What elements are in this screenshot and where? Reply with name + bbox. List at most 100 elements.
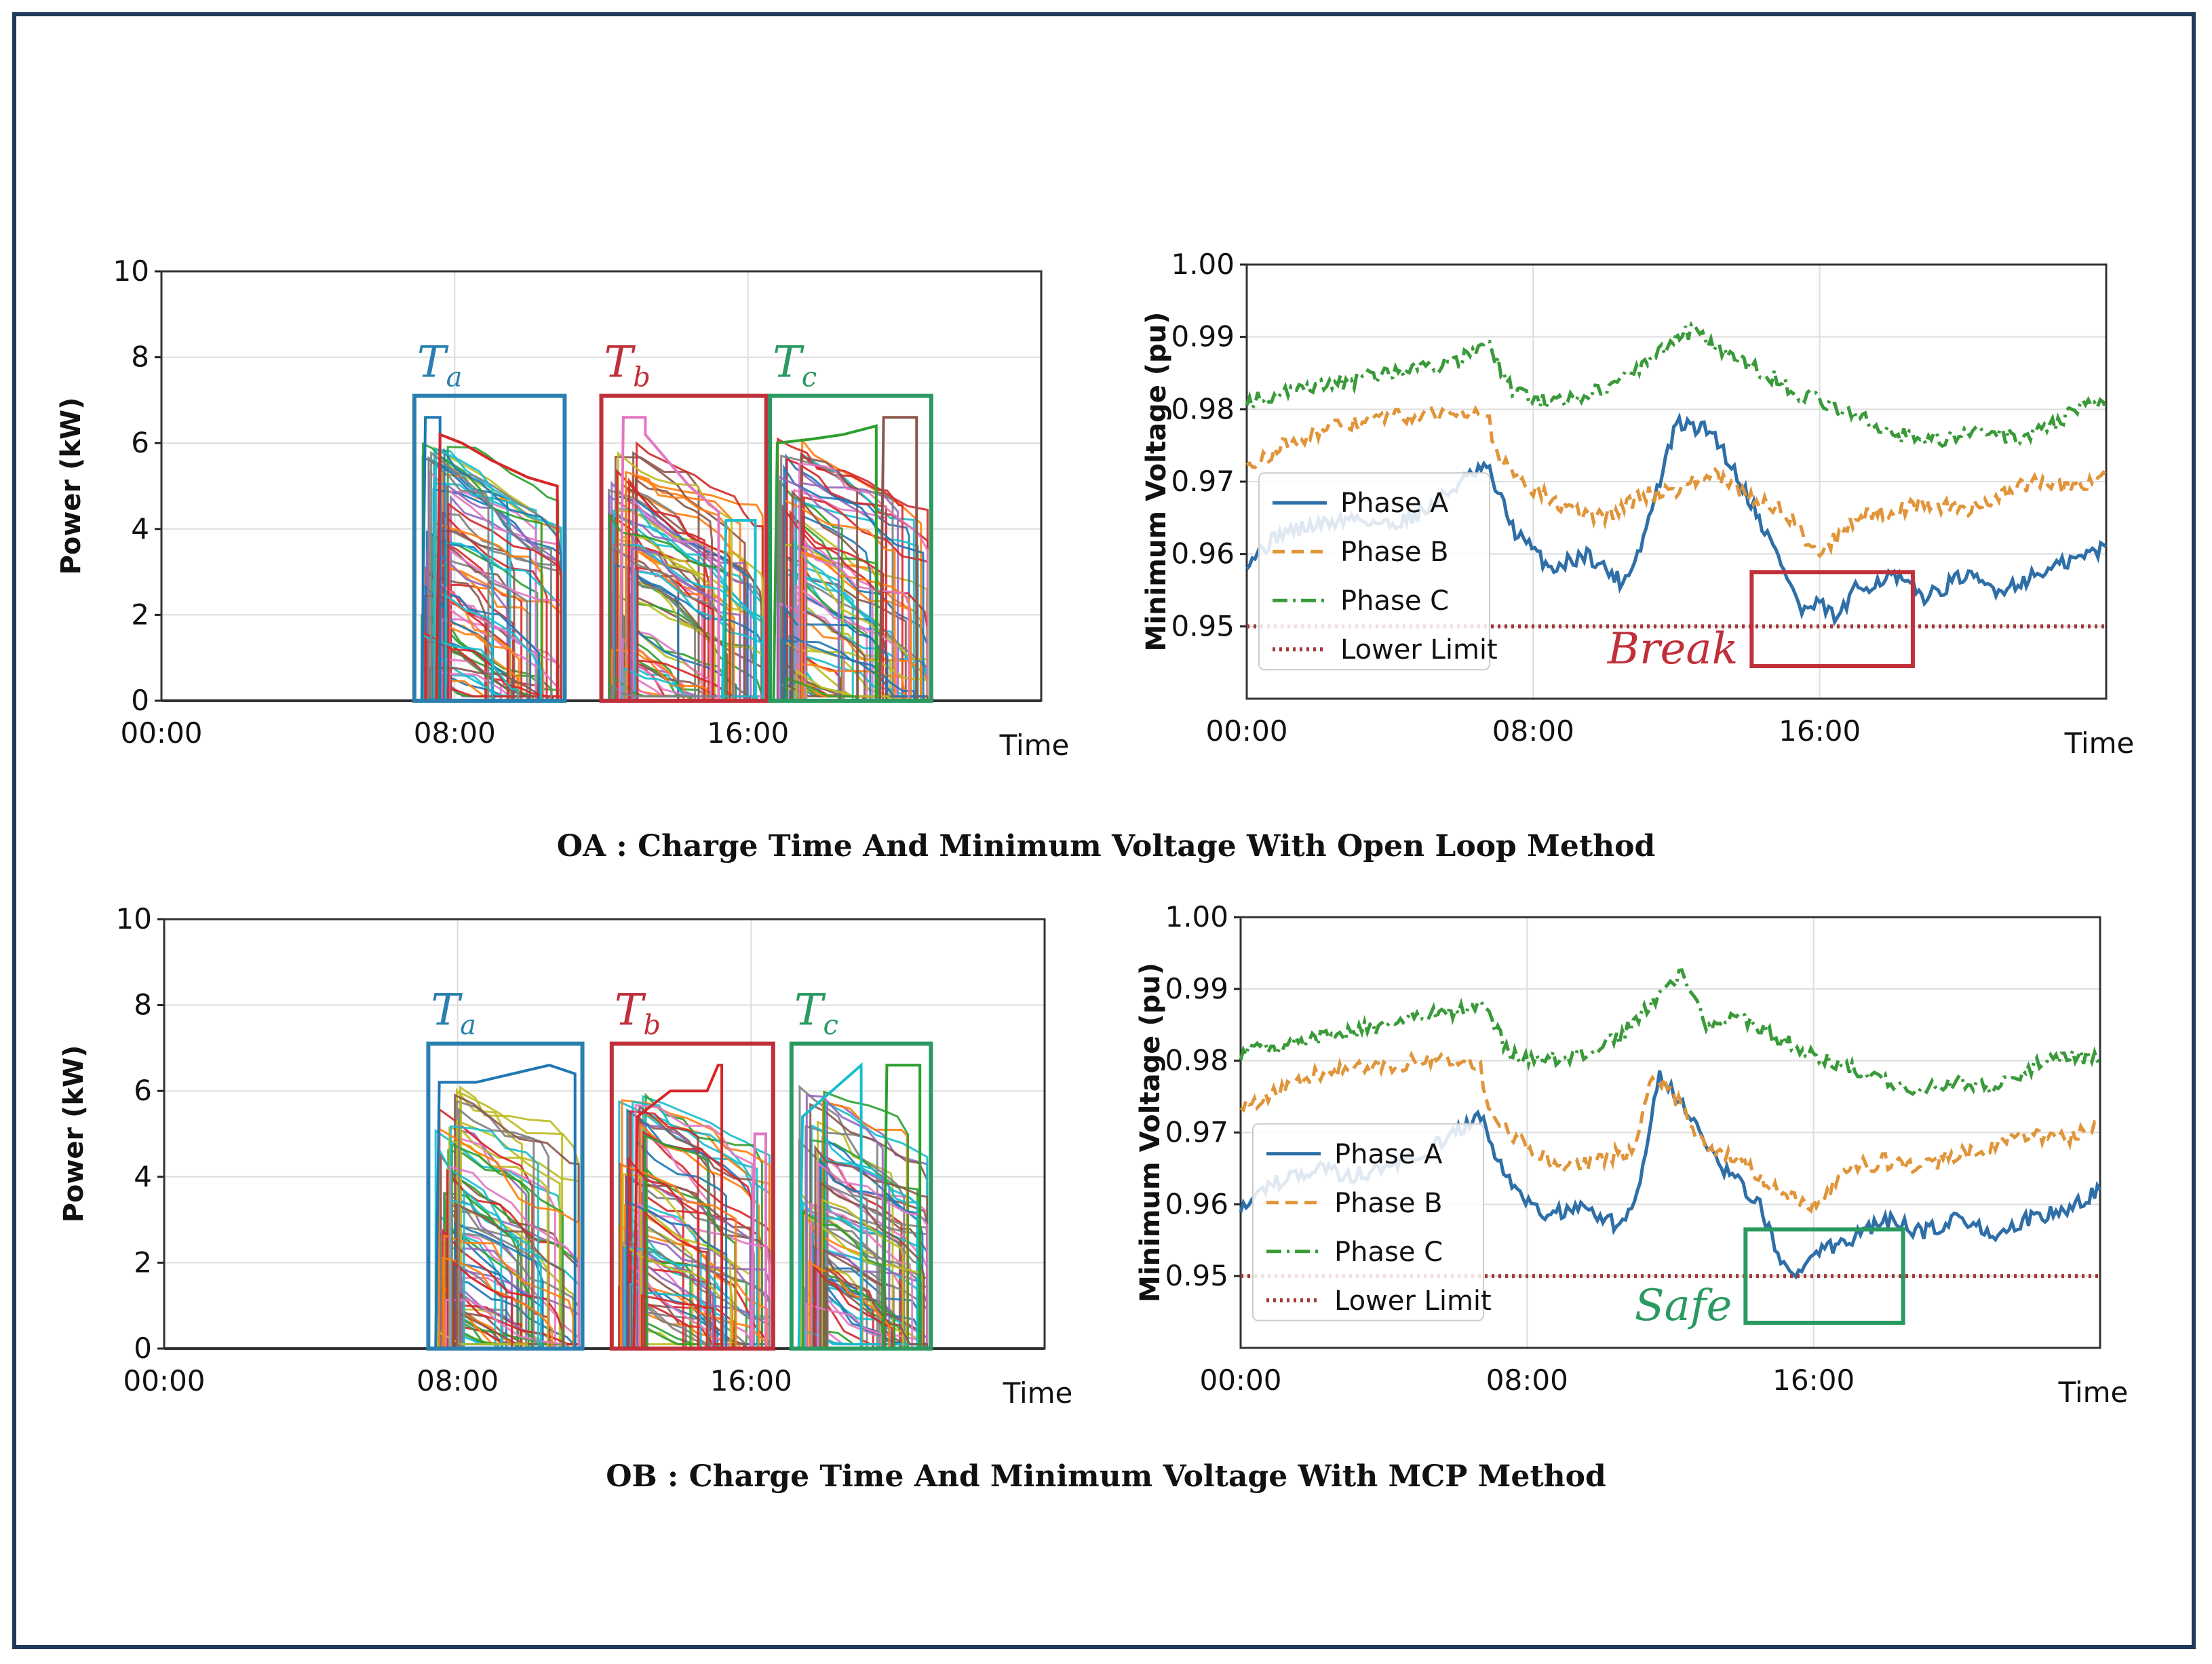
profile-line	[643, 1210, 708, 1349]
profile-line	[797, 663, 906, 701]
y-tick-label: 0.96	[1171, 537, 1235, 570]
profile-line	[825, 1274, 896, 1349]
y-tick-label: 0.98	[1171, 392, 1235, 425]
profile-line	[625, 470, 731, 701]
x-axis-label: Time	[1003, 1376, 1073, 1410]
profile-line	[792, 539, 877, 701]
legend-label: Phase A	[1334, 1139, 1443, 1170]
profile-line	[450, 1203, 550, 1349]
y-tick-label: 0.97	[1171, 465, 1235, 498]
profile-line	[421, 634, 519, 701]
window-box-c	[768, 393, 933, 703]
profile-line	[779, 478, 843, 701]
profile-line	[623, 1246, 723, 1349]
profile-line	[446, 1168, 549, 1349]
profile-line	[437, 1225, 513, 1349]
x-tick-label: 16:00	[710, 1364, 792, 1397]
profile-line	[610, 683, 723, 701]
profile-line	[456, 1100, 550, 1349]
x-tick-label: 16:00	[707, 716, 789, 750]
window-label-sub: c	[823, 1010, 838, 1041]
y-tick-label: 10	[113, 254, 149, 288]
y-axis-label: Power (kW)	[58, 1045, 90, 1223]
profile-line	[438, 1127, 580, 1349]
window-box-b	[609, 1041, 775, 1351]
series-line	[797, 1062, 863, 1349]
series-line	[720, 519, 757, 701]
x-tick-label: 00:00	[1199, 1363, 1281, 1397]
y-tick-label: 0.99	[1165, 972, 1228, 1005]
annotation-label: Safe	[1635, 1281, 1732, 1331]
figure-frame	[12, 12, 2196, 1649]
profile-line	[645, 1166, 737, 1349]
profile-line	[620, 543, 764, 701]
window-box-c	[789, 1041, 933, 1351]
profile-line	[809, 1102, 929, 1349]
profile-line	[459, 1085, 564, 1349]
profile-line	[447, 502, 562, 701]
profile-line	[634, 570, 764, 701]
series-phase-c	[1239, 968, 2101, 1096]
profile-line	[442, 511, 548, 701]
profile-line	[634, 477, 713, 701]
profile-line	[443, 1234, 575, 1349]
profile-line	[423, 594, 509, 701]
window-label-sub: c	[802, 362, 817, 393]
profile-line	[642, 1130, 754, 1349]
y-tick-label: 0.98	[1165, 1044, 1228, 1077]
y-tick-label: 0.96	[1165, 1187, 1228, 1220]
plot-frame	[1245, 263, 2108, 700]
profile-line	[644, 1134, 710, 1349]
annotation-box	[1749, 570, 1915, 668]
profile-line	[447, 593, 541, 701]
profile-line	[630, 547, 726, 701]
y-axis-label: Minimum Voltage (pu)	[1135, 963, 1166, 1302]
window-label-a: Ta	[417, 338, 463, 393]
profile-line	[810, 1138, 919, 1349]
oa-voltage-chart: 00:00 08:00 16:00 0.95 0.96 0.97 0.98 0.99 1.00 T…	[1141, 248, 2134, 760]
window-box-a	[426, 1041, 585, 1351]
window-label-sub: b	[633, 362, 651, 393]
profile-line	[825, 1266, 929, 1349]
window-box-b	[599, 393, 769, 703]
ob-voltage-chart: 00:00 08:00 16:00 0.95 0.96 0.97 0.98 0.99 1.00 T…	[1135, 900, 2128, 1409]
profile-line	[614, 564, 680, 701]
profile-line	[436, 563, 531, 701]
profile-line	[798, 462, 929, 701]
y-tick-label: 0.95	[1165, 1259, 1228, 1292]
series-line	[435, 432, 559, 701]
profile-line	[617, 451, 733, 701]
profile-line	[455, 1203, 565, 1349]
profile-line	[436, 1330, 528, 1349]
legend-label: Lower Limit	[1334, 1285, 1492, 1317]
profile-line	[777, 602, 845, 701]
y-tick-label: 0	[131, 684, 149, 717]
x-tick-label: 08:00	[1486, 1363, 1568, 1397]
profile-line	[632, 497, 712, 701]
x-tick-label: 08:00	[414, 716, 496, 750]
legend-label: Phase B	[1334, 1188, 1443, 1219]
profile-line	[458, 1107, 535, 1349]
profile-line	[643, 1183, 771, 1349]
profile-line	[632, 450, 746, 701]
y-tick-label: 8	[131, 341, 149, 374]
profile-line	[616, 469, 705, 701]
x-tick-label: 08:00	[416, 1364, 499, 1397]
profile-line	[634, 1104, 754, 1349]
y-tick-label: 1.00	[1171, 248, 1235, 281]
profile-line	[463, 1188, 580, 1349]
y-tick-label: 4	[131, 512, 149, 545]
profile-line	[798, 1085, 906, 1349]
legend-label: Lower Limit	[1340, 634, 1498, 665]
profile-line	[800, 551, 912, 701]
series-line	[434, 1064, 577, 1349]
window-label-sub: b	[644, 1010, 661, 1041]
profile-line	[458, 1137, 556, 1349]
profile-line	[435, 447, 494, 701]
legend-box	[1258, 472, 1490, 671]
window-label-sub: a	[446, 362, 463, 393]
profile-line	[646, 1224, 771, 1349]
y-tick-label: 0	[134, 1332, 152, 1365]
profile-line	[444, 1192, 519, 1349]
window-label-b: Tb	[615, 986, 661, 1041]
